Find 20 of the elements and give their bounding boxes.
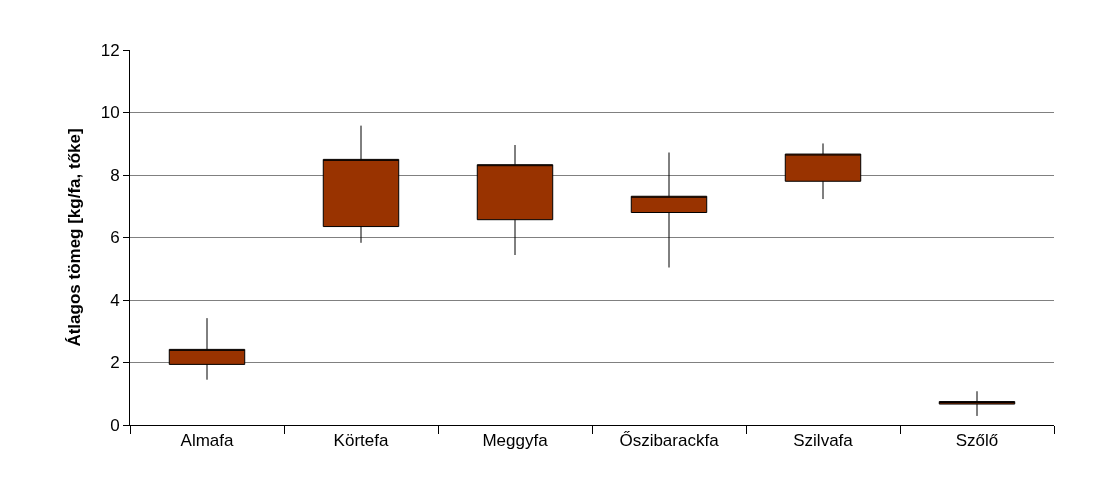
y-tick-label: 10 bbox=[100, 103, 120, 123]
x-tick-label: Szőlő bbox=[955, 431, 999, 451]
x-tick-label: Almafa bbox=[180, 431, 234, 451]
x-tick-label: Őszibarackfa bbox=[619, 431, 720, 451]
candlestick bbox=[784, 142, 862, 200]
candlestick bbox=[938, 390, 1016, 417]
y-tick-label: 4 bbox=[110, 290, 120, 310]
x-tick-label: Meggyfa bbox=[482, 431, 549, 451]
y-tick-label: 6 bbox=[110, 228, 120, 248]
candlestick bbox=[322, 125, 400, 244]
candlestick bbox=[168, 317, 246, 381]
candlestick bbox=[476, 144, 554, 256]
y-tick-label: 2 bbox=[110, 353, 120, 373]
x-tick-label: Körtefa bbox=[333, 431, 389, 451]
y-tick-label: 8 bbox=[110, 165, 120, 185]
y-tick-label: 12 bbox=[100, 40, 120, 60]
candlestick bbox=[630, 152, 708, 268]
y-tick-label: 0 bbox=[110, 415, 120, 435]
x-tick-label: Szilvafa bbox=[793, 431, 854, 451]
y-axis-title: Átlagos tömeg [kg/fa, tőke] bbox=[65, 128, 85, 347]
